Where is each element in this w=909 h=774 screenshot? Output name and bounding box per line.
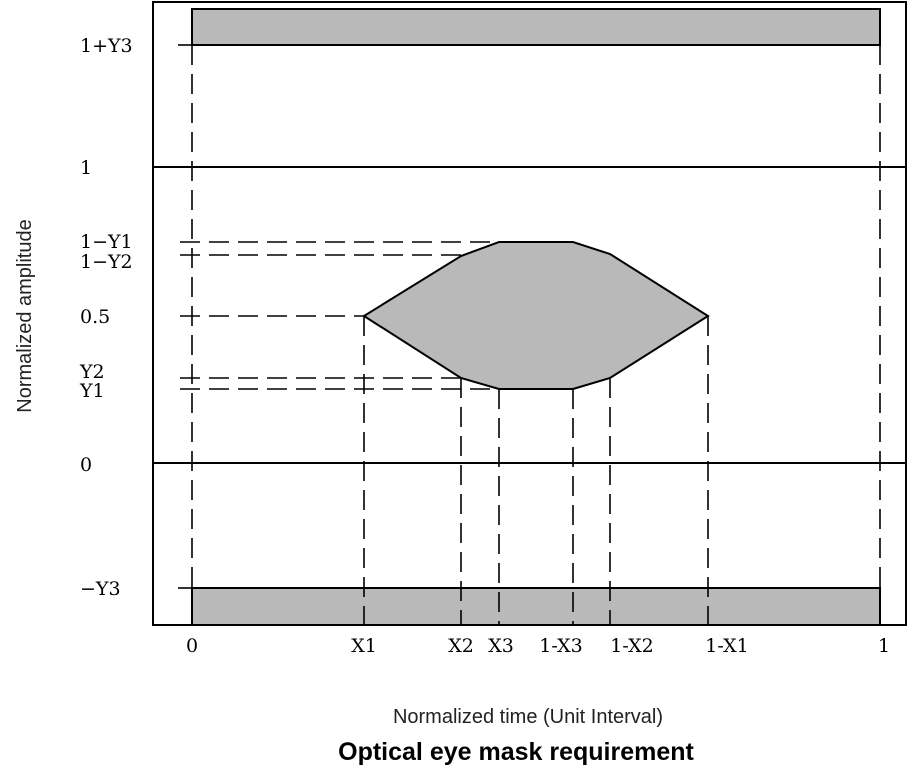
figure-caption: Optical eye mask requirement xyxy=(338,738,694,766)
y-label-1-plus-y3: 1+Y3 xyxy=(80,35,133,57)
center-eye-mask xyxy=(362,241,710,390)
x-label-1: 1 xyxy=(878,635,890,657)
x-label-x1: X1 xyxy=(351,635,377,657)
y-label-y2: Y2 xyxy=(79,361,105,383)
upper-mask-region xyxy=(191,8,881,46)
y-label-minus-y3: −Y3 xyxy=(80,578,121,600)
x-axis-title: Normalized time (Unit Interval) xyxy=(393,706,663,728)
y-label-y1: Y1 xyxy=(79,380,105,402)
x-label-0: 0 xyxy=(186,635,198,657)
y-label-1-minus-y1: 1−Y1 xyxy=(80,231,133,253)
x-label-1-x3: 1-X3 xyxy=(539,635,582,657)
y-label-0: 0 xyxy=(80,454,92,476)
x-label-x3: X3 xyxy=(488,635,514,657)
x-label-1-x1: 1-X1 xyxy=(705,635,748,657)
y-label-1-minus-y2: 1−Y2 xyxy=(80,251,133,273)
y-axis-title: Normalized amplitude xyxy=(14,219,36,412)
x-label-x2: X2 xyxy=(448,635,474,657)
x-label-1-x2: 1-X2 xyxy=(610,635,653,657)
y-label-half: 0.5 xyxy=(80,306,110,328)
y-label-1: 1 xyxy=(80,157,92,179)
lower-mask-region xyxy=(191,587,881,626)
